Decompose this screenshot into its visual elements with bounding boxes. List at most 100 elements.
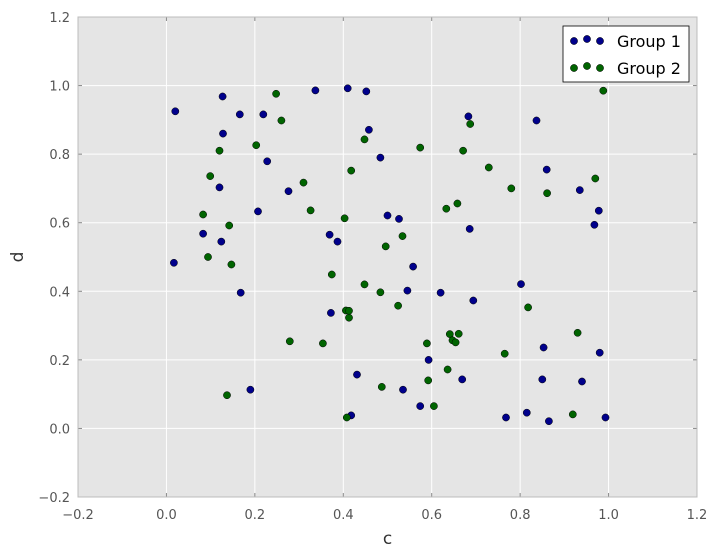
scatter-point-group-1 (595, 348, 604, 357)
scatter-point-group-2 (299, 178, 308, 187)
scatter-point-group-1 (436, 288, 445, 297)
y-tick-label: 0.6 (49, 217, 70, 232)
scatter-point-group-1 (235, 110, 244, 119)
scatter-point-group-1 (542, 165, 551, 174)
scatter-point-group-2 (285, 337, 294, 346)
scatter-point-group-1 (217, 237, 226, 246)
scatter-point-group-2 (591, 174, 600, 183)
scatter-point-group-1 (263, 157, 272, 166)
y-tick-label: 0.4 (49, 285, 70, 300)
scatter-point-group-1 (575, 186, 584, 194)
scatter-point-group-2 (424, 376, 433, 385)
scatter-point-group-1 (601, 413, 610, 422)
scatter-point-group-1 (409, 262, 417, 271)
scatter-point-group-2 (442, 204, 451, 213)
scatter-point-group-2 (272, 89, 280, 98)
scatter-point-group-2 (443, 365, 452, 374)
scatter-point-group-1 (333, 237, 342, 246)
scatter-point-group-2 (543, 189, 551, 198)
scatter-point-group-1 (170, 258, 178, 267)
scatter-point-group-2 (423, 339, 431, 348)
scatter-point-group-1 (403, 286, 412, 295)
scatter-point-group-2 (466, 120, 475, 128)
scatter-point-group-1 (522, 408, 531, 417)
scatter-point-group-2 (599, 86, 608, 95)
scatter-point-group-1 (365, 125, 373, 134)
scatter-point-group-2 (345, 313, 353, 322)
scatter-point-group-1 (259, 110, 268, 119)
legend: Group 1 Group 2 (562, 25, 690, 83)
scatter-point-group-1 (464, 112, 473, 121)
scatter-point-group-1 (545, 417, 553, 426)
scatter-point-group-2 (500, 349, 509, 358)
scatter-point-group-1 (219, 129, 227, 138)
scatter-point-group-2 (223, 391, 231, 400)
legend-box (562, 25, 690, 83)
y-tick-label: 1.2 (49, 11, 70, 26)
scatter-point-group-2 (319, 339, 327, 348)
scatter-point-group-1 (327, 309, 335, 317)
x-tick-label: −0.2 (62, 508, 94, 523)
x-axis-ticks: −0.2 0.0 0.2 0.4 0.6 0.8 1.0 1.2 (62, 17, 707, 523)
scatter-point-group-1 (594, 206, 603, 215)
scatter-point-group-2 (398, 232, 407, 240)
scatter-point-group-1 (469, 296, 478, 305)
scatter-point-group-2 (225, 221, 234, 230)
scatter-point-group-1 (284, 187, 293, 196)
scatter-point-group-1 (578, 377, 586, 386)
scatter-point-group-1 (590, 220, 599, 229)
y-tick-label: 0.0 (49, 422, 70, 437)
x-tick-label: 0.2 (245, 508, 266, 523)
x-axis-label: c (383, 529, 392, 549)
scatter-point-group-2 (347, 166, 356, 175)
y-axis-label: d (8, 252, 28, 263)
scatter-point-group-2 (454, 329, 463, 338)
x-tick-label: 0.4 (333, 508, 354, 523)
scatter-point-group-2 (573, 328, 582, 337)
scatter-point-group-2 (327, 270, 336, 279)
legend-marker-group-1 (583, 35, 591, 43)
y-tick-label: 0.8 (49, 148, 70, 163)
scatter-point-group-1 (538, 375, 547, 384)
scatter-point-group-1 (383, 211, 392, 220)
scatter-point-group-1 (325, 230, 334, 239)
scatter-point-group-1 (539, 343, 548, 352)
scatter-point-group-1 (376, 153, 385, 162)
scatter-point-group-2 (430, 402, 438, 410)
scatter-point-group-2 (360, 280, 369, 289)
scatter-point-group-2 (306, 206, 315, 215)
scatter-point-group-1 (517, 280, 525, 288)
y-tick-label: 0.2 (49, 354, 70, 369)
x-tick-label: 1.2 (687, 508, 708, 523)
scatter-point-group-1 (424, 356, 433, 364)
scatter-point-group-2 (277, 116, 286, 125)
scatter-point-group-1 (395, 215, 403, 223)
plot-area (78, 17, 697, 497)
scatter-point-group-2 (416, 143, 425, 152)
scatter-point-group-1 (171, 107, 180, 116)
scatter-point-group-2 (345, 306, 353, 315)
data-points (170, 84, 610, 426)
scatter-point-group-1 (465, 225, 474, 233)
x-tick-label: 0.8 (510, 508, 531, 523)
scatter-point-group-2 (206, 172, 215, 180)
scatter-point-group-1 (215, 183, 224, 192)
legend-marker-group-2 (596, 64, 604, 72)
scatter-point-group-1 (199, 229, 207, 238)
scatter-point-group-1 (311, 86, 320, 95)
x-tick-label: 1.0 (598, 508, 619, 523)
scatter-point-group-2 (215, 146, 224, 155)
scatter-point-group-2 (204, 253, 212, 261)
scatter-point-group-1 (236, 288, 245, 297)
scatter-point-group-1 (362, 87, 371, 96)
scatter-point-group-2 (459, 146, 467, 155)
scatter-point-group-2 (394, 301, 402, 310)
scatter-point-group-2 (568, 410, 577, 419)
scatter-point-group-2 (227, 260, 236, 269)
scatter-point-group-1 (246, 385, 255, 394)
legend-label-group-2: Group 2 (617, 59, 681, 78)
scatter-point-group-2 (484, 163, 493, 172)
scatter-point-group-2 (360, 135, 369, 144)
scatter-point-group-1 (254, 207, 262, 216)
